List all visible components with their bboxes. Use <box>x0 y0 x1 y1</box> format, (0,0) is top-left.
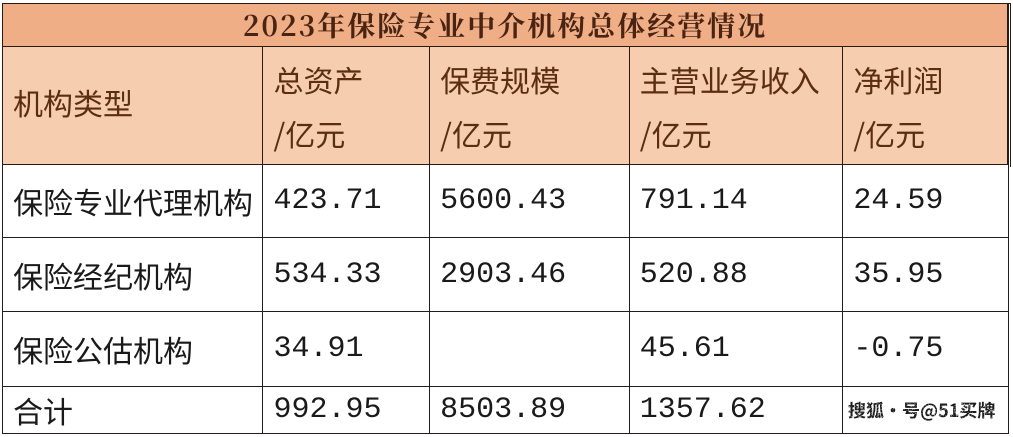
svg-text:搜狐·号@51买牌: 搜狐·号@51买牌 <box>848 397 995 423</box>
